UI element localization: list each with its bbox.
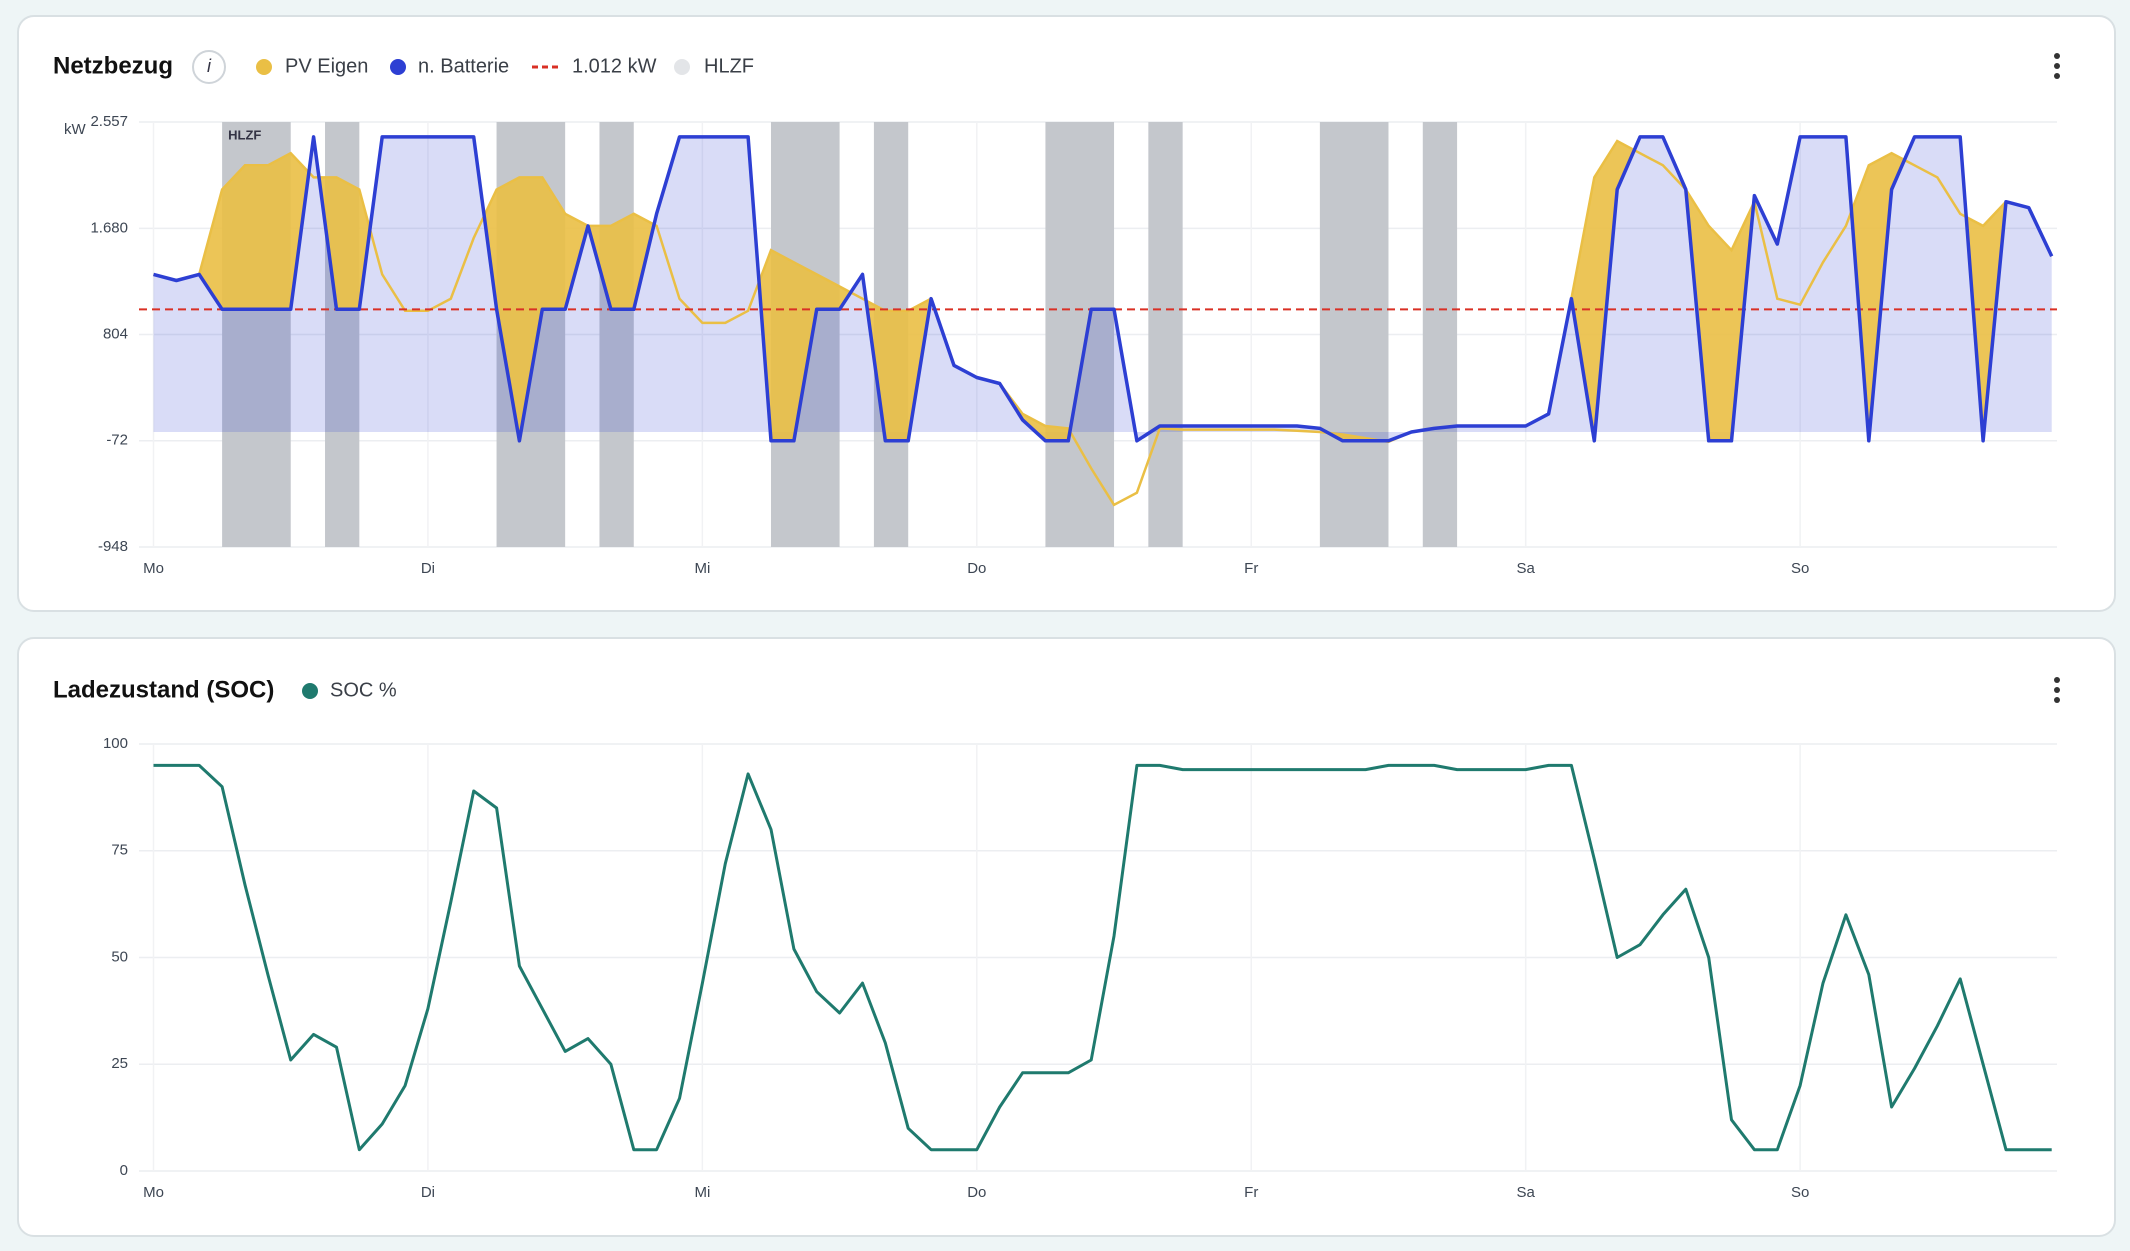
x-tick-label: Do xyxy=(967,560,986,577)
card-title: Netzbezug xyxy=(53,52,173,79)
legend-swatch xyxy=(390,59,406,75)
y-tick-label: 804 xyxy=(103,326,128,343)
x-tick-label: Mi xyxy=(694,560,710,577)
x-tick-label: Di xyxy=(421,560,435,577)
band-label: HLZF xyxy=(228,127,261,142)
card xyxy=(17,637,2116,1237)
card-title: Ladezustand (SOC) xyxy=(53,676,274,703)
y-tick-label: 1.680 xyxy=(90,219,128,236)
x-tick-label: So xyxy=(1791,1184,1809,1201)
y-unit: kW xyxy=(64,121,87,138)
hlzf-band xyxy=(599,122,634,547)
y-tick-label: -948 xyxy=(98,538,128,555)
hlzf-band xyxy=(1045,122,1115,547)
y-tick-label: 100 xyxy=(103,735,128,752)
y-tick-label: 0 xyxy=(120,1162,128,1179)
info-icon: i xyxy=(207,56,212,76)
menu-button[interactable] xyxy=(2054,677,2060,703)
legend-label[interactable]: 1.012 kW xyxy=(572,55,657,77)
x-tick-label: Do xyxy=(967,1184,986,1201)
x-tick-label: Fr xyxy=(1244,560,1258,577)
info-button[interactable] xyxy=(192,50,226,84)
menu-button[interactable] xyxy=(2054,53,2060,79)
hlzf-band xyxy=(1422,122,1458,547)
hlzf-band xyxy=(1319,122,1389,547)
y-tick-label: 2.557 xyxy=(90,113,128,130)
x-tick-label: Mo xyxy=(143,1184,164,1201)
y-tick-label: 50 xyxy=(111,948,128,965)
pv-area xyxy=(153,141,2052,441)
x-tick-label: Sa xyxy=(1517,1184,1536,1201)
x-tick-label: Mi xyxy=(694,1184,710,1201)
pv-line xyxy=(153,139,2053,507)
legend-label[interactable]: PV Eigen xyxy=(285,55,368,77)
legend-label[interactable]: n. Batterie xyxy=(418,55,509,77)
x-tick-label: So xyxy=(1791,560,1809,577)
legend-swatch xyxy=(674,59,690,75)
hlzf-band xyxy=(1148,122,1183,547)
y-tick-label: 75 xyxy=(111,842,128,859)
legend-label[interactable]: SOC % xyxy=(330,679,397,701)
legend-label[interactable]: HLZF xyxy=(704,55,754,77)
x-tick-label: Di xyxy=(421,1184,435,1201)
battery-area xyxy=(153,136,2052,441)
x-tick-label: Mo xyxy=(143,560,164,577)
x-tick-label: Fr xyxy=(1244,1184,1258,1201)
line xyxy=(153,763,2052,1152)
legend-swatch xyxy=(302,683,318,699)
x-tick-label: Sa xyxy=(1517,560,1536,577)
legend-swatch xyxy=(256,59,272,75)
y-tick-label: 25 xyxy=(111,1055,128,1072)
y-tick-label: -72 xyxy=(106,432,128,449)
battery-line xyxy=(153,135,2054,443)
